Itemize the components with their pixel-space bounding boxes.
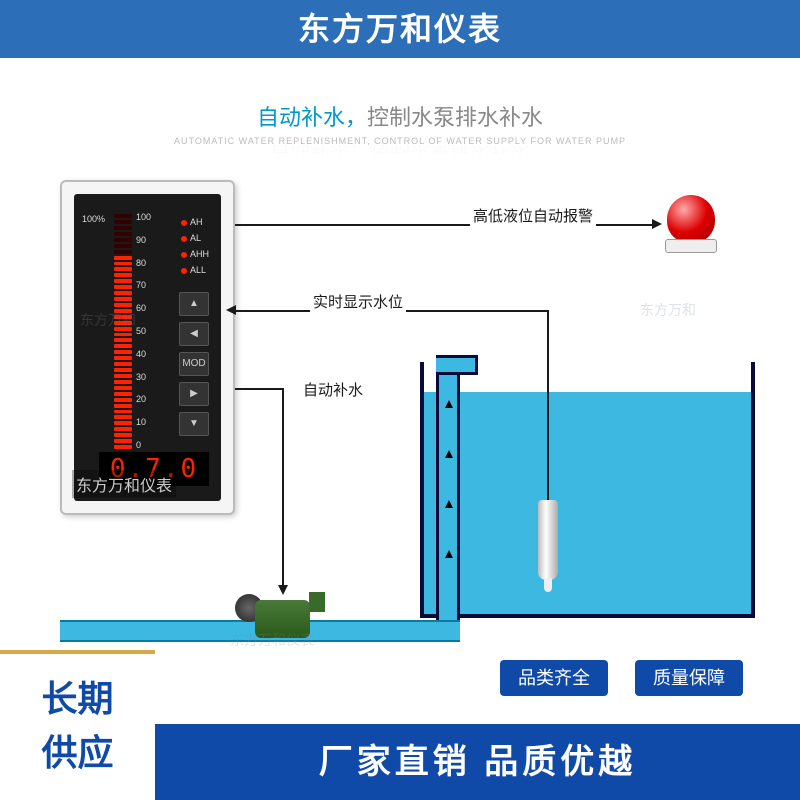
banner-factory: 厂家直销 品质优越 [155, 724, 800, 800]
wire-refill-v [282, 388, 284, 588]
water-tank [420, 362, 755, 618]
arrow-realtime [226, 305, 236, 315]
badge-quality: 质量保障 [635, 660, 743, 696]
tank-water [424, 392, 751, 614]
meter-button[interactable]: ▼ [179, 412, 209, 436]
meter-buttons: ▲ ◀ MOD ▶ ▼ [179, 292, 209, 436]
subtitle: 自动补水，控制水泵排水补水 AUTOMATIC WATER REPLENISHM… [0, 100, 800, 146]
probe-tip [544, 578, 552, 592]
inlet-top [436, 355, 478, 375]
meter-brand-label: 东方万和仪表 [72, 470, 176, 498]
arrow-alarm [652, 219, 662, 229]
wire-refill-h [235, 388, 283, 390]
badge-category: 品类齐全 [500, 660, 608, 696]
watermark: 东方万和仪表 [230, 630, 314, 650]
level-probe [538, 500, 558, 580]
watermark: 东方万和 [80, 310, 136, 330]
inlet-pipe [436, 360, 460, 630]
status-leds: AHALAHHALL [181, 214, 209, 278]
subtitle-reflection: 自动补水，控制水泵排水补水 [0, 142, 800, 157]
meter-button[interactable]: MOD [179, 352, 209, 376]
subtitle-part1: 自动补水， [257, 105, 367, 130]
banner-supply: 长期供应 [0, 650, 155, 800]
meter-button[interactable]: ◀ [179, 322, 209, 346]
header-title: 东方万和仪表 [0, 0, 800, 58]
level-meter: 100% 1009080706050403020100 AHALAHHALL ▲… [60, 180, 235, 515]
scale-labels: 1009080706050403020100 [136, 212, 151, 450]
label-alarm: 高低液位自动报警 [470, 204, 596, 227]
label-realtime: 实时显示水位 [310, 290, 406, 313]
subtitle-part2: 控制水泵排水补水 [367, 105, 543, 130]
probe-cable [547, 310, 549, 505]
alarm-light [667, 195, 715, 253]
scale-100: 100% [82, 214, 105, 224]
meter-button[interactable]: ▶ [179, 382, 209, 406]
label-refill: 自动补水 [300, 378, 366, 401]
bar-graph [114, 214, 132, 449]
meter-button[interactable]: ▲ [179, 292, 209, 316]
watermark: 东方万和 [640, 300, 696, 320]
